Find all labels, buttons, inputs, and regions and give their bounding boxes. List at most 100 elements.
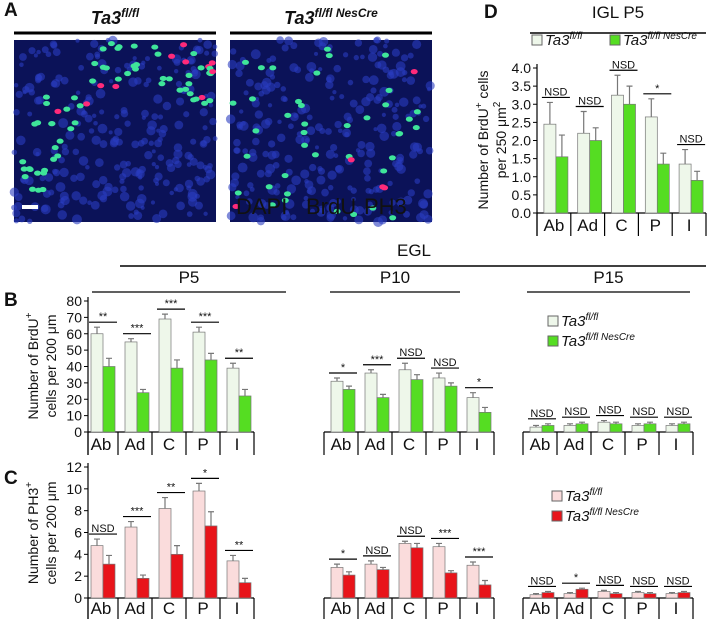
legend-swatch bbox=[547, 315, 559, 327]
error-bar bbox=[196, 326, 202, 333]
panel-label: B bbox=[4, 290, 18, 311]
nucleus bbox=[157, 114, 164, 120]
image-title: Ta3fl/fl bbox=[91, 6, 140, 28]
cell bbox=[99, 64, 107, 70]
nucleus bbox=[389, 199, 396, 206]
nucleus bbox=[134, 198, 145, 209]
nucleus bbox=[234, 147, 241, 154]
y-axis-label: Number of BrdU+ bbox=[24, 312, 41, 419]
superscript: fl/fl bbox=[121, 6, 140, 20]
cell bbox=[158, 81, 166, 87]
significance-label: NSD bbox=[632, 406, 655, 418]
error-bar bbox=[334, 563, 340, 568]
cell bbox=[333, 208, 341, 214]
y-axis-label: cells per 200 μm bbox=[43, 315, 59, 418]
bar bbox=[398, 543, 412, 599]
nucleus bbox=[355, 148, 361, 153]
nucleus bbox=[280, 86, 287, 92]
cell bbox=[369, 205, 377, 211]
nucleus bbox=[90, 39, 99, 49]
nucleus bbox=[256, 217, 266, 226]
cell bbox=[281, 172, 289, 179]
significance-label: *** bbox=[165, 298, 179, 310]
y-tick-label: 80 bbox=[66, 293, 82, 309]
text-part: cells per 200 μm bbox=[43, 315, 59, 418]
bar bbox=[158, 508, 172, 599]
bar bbox=[631, 592, 645, 599]
y-tick-label: 2.0 bbox=[512, 133, 532, 149]
significance-label: NSD bbox=[365, 545, 388, 557]
cell bbox=[257, 65, 265, 71]
bar bbox=[204, 359, 218, 433]
nucleus bbox=[152, 213, 162, 224]
bar bbox=[398, 369, 412, 433]
x-tick-label: P bbox=[636, 599, 647, 618]
nucleus bbox=[19, 62, 24, 67]
significance-label: NSD bbox=[564, 406, 587, 418]
nucleus bbox=[256, 169, 265, 178]
bar bbox=[677, 592, 691, 599]
cell bbox=[413, 109, 421, 115]
nucleus bbox=[138, 175, 143, 180]
legend-swatch bbox=[547, 335, 559, 347]
text-part: Number of BrdU bbox=[475, 108, 491, 209]
x-tick-label: C bbox=[403, 599, 415, 618]
nucleus bbox=[99, 140, 108, 148]
nucleus bbox=[188, 58, 195, 65]
error-bar bbox=[558, 134, 565, 157]
bar bbox=[136, 392, 150, 433]
cell bbox=[410, 69, 418, 75]
nucleus bbox=[16, 135, 26, 146]
error-bar bbox=[436, 372, 442, 378]
x-tick-label: Ab bbox=[91, 599, 112, 618]
significance-label: NSD bbox=[612, 59, 635, 71]
error-bar bbox=[470, 392, 476, 398]
nucleus bbox=[252, 137, 260, 146]
panel-label: A bbox=[4, 0, 18, 21]
cell bbox=[201, 100, 209, 106]
nucleus bbox=[71, 214, 82, 225]
significance-label: NSD bbox=[666, 406, 689, 418]
nucleus bbox=[225, 114, 236, 124]
cell bbox=[268, 202, 276, 208]
nucleus bbox=[126, 66, 132, 73]
nucleus bbox=[306, 61, 317, 72]
bar bbox=[690, 180, 704, 214]
bar bbox=[677, 423, 691, 433]
nucleus bbox=[144, 56, 150, 62]
cell bbox=[176, 87, 184, 93]
nucleus bbox=[349, 99, 358, 108]
bar bbox=[238, 395, 252, 433]
cell bbox=[269, 65, 277, 71]
error-bar bbox=[647, 591, 653, 594]
cell bbox=[382, 102, 390, 108]
cell bbox=[294, 98, 302, 105]
nucleus bbox=[286, 184, 297, 194]
nucleus bbox=[36, 49, 41, 55]
nucleus bbox=[138, 185, 144, 191]
nucleus bbox=[158, 129, 167, 138]
error-bar bbox=[682, 148, 689, 165]
nucleus bbox=[329, 198, 338, 208]
nucleus bbox=[197, 37, 203, 43]
nucleus bbox=[154, 172, 163, 181]
cell bbox=[281, 197, 289, 203]
x-tick-label: Ab bbox=[530, 435, 551, 454]
y-tick-label: 30 bbox=[66, 375, 82, 391]
superscript: + bbox=[24, 312, 35, 318]
nucleus bbox=[403, 210, 410, 218]
significance-label: NSD bbox=[598, 574, 621, 586]
nucleus bbox=[95, 88, 106, 99]
y-tick-label: 3.5 bbox=[512, 78, 532, 94]
nucleus bbox=[86, 52, 94, 61]
error-bar bbox=[669, 423, 675, 426]
nucleus bbox=[174, 160, 182, 169]
nucleus bbox=[151, 161, 156, 167]
x-tick-label: Ab bbox=[91, 435, 112, 454]
error-bar bbox=[592, 127, 599, 141]
chart-title: IGL P5 bbox=[592, 3, 644, 22]
y-tick-label: 0.5 bbox=[512, 187, 532, 203]
significance-label: NSD bbox=[598, 405, 621, 417]
nucleus bbox=[303, 195, 309, 201]
nucleus bbox=[52, 168, 58, 175]
